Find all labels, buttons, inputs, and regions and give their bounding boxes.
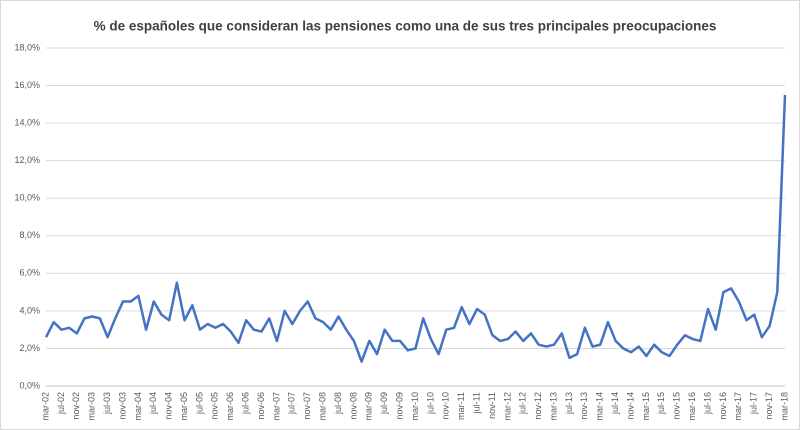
x-tick-label: nov-07: [302, 392, 312, 420]
x-tick-label: mar-05: [179, 392, 189, 421]
x-tick-label: jul-05: [194, 392, 204, 415]
y-tick-label: 12,0%: [14, 155, 40, 165]
x-tick-label: mar-10: [410, 392, 420, 421]
x-tick-label: nov-12: [533, 392, 543, 420]
y-tick-label: 8,0%: [19, 230, 40, 240]
data-line: [44, 94, 787, 363]
x-tick-label: jul-17: [749, 392, 759, 415]
x-tick-label: jul-16: [702, 392, 712, 415]
y-tick-label: 16,0%: [14, 80, 40, 90]
y-tick-label: 18,0%: [14, 42, 40, 52]
y-tick-label: 4,0%: [19, 305, 40, 315]
x-tick-label: jul-14: [610, 392, 620, 415]
x-tick-label: nov-13: [579, 392, 589, 420]
x-tick-label: jul-08: [333, 392, 343, 415]
x-tick-label: nov-03: [117, 392, 127, 420]
x-tick-label: nov-15: [672, 392, 682, 420]
x-tick-label: mar-17: [733, 392, 743, 421]
x-tick-label: nov-14: [625, 392, 635, 420]
x-tick-label: mar-07: [271, 392, 281, 421]
x-tick-label: mar-03: [87, 392, 97, 421]
x-tick-label: jul-04: [148, 392, 158, 415]
x-tick-label: mar-14: [595, 392, 605, 421]
x-tick-label: nov-05: [210, 392, 220, 420]
x-tick-label: mar-12: [502, 392, 512, 421]
x-tick-label: nov-06: [256, 392, 266, 420]
x-tick-label: mar-08: [318, 392, 328, 421]
x-tick-label: nov-16: [718, 392, 728, 420]
x-tick-label: mar-11: [456, 392, 466, 420]
x-tick-label: nov-08: [348, 392, 358, 420]
x-tick-label: jul-09: [379, 392, 389, 415]
x-tick-label: nov-11: [487, 392, 497, 419]
x-tick-label: jul-13: [564, 392, 574, 415]
x-tick-label: mar-09: [364, 392, 374, 421]
x-tick-label: mar-06: [225, 392, 235, 421]
x-tick-label: mar-13: [548, 392, 558, 421]
x-tick-label: nov-17: [764, 392, 774, 420]
y-tick-label: 0,0%: [19, 380, 40, 390]
x-tick-label: jul-11: [471, 392, 481, 414]
x-tick-label: jul-06: [241, 392, 251, 415]
x-tick-label: mar-16: [687, 392, 697, 421]
x-tick-label: mar-04: [133, 392, 143, 421]
x-tick-label: jul-03: [102, 392, 112, 415]
x-tick-label: mar-18: [779, 392, 789, 421]
x-tick-label: mar-02: [40, 392, 50, 421]
y-tick-label: 6,0%: [19, 268, 40, 278]
x-tick-label: nov-10: [441, 392, 451, 420]
x-tick-label: nov-02: [71, 392, 81, 420]
x-tick-label: jul-02: [56, 392, 66, 415]
x-tick-label: jul-10: [425, 392, 435, 415]
y-tick-label: 2,0%: [19, 343, 40, 353]
x-tick-label: nov-04: [164, 392, 174, 420]
x-tick-label: mar-15: [641, 392, 651, 421]
y-tick-label: 10,0%: [14, 193, 40, 203]
chart-title: % de españoles que consideran las pensio…: [94, 19, 717, 34]
x-tick-label: jul-07: [287, 392, 297, 415]
x-tick-label: jul-15: [656, 392, 666, 415]
x-tick-label: jul-12: [518, 392, 528, 415]
x-tick-label: nov-09: [394, 392, 404, 420]
y-tick-label: 14,0%: [14, 117, 40, 127]
